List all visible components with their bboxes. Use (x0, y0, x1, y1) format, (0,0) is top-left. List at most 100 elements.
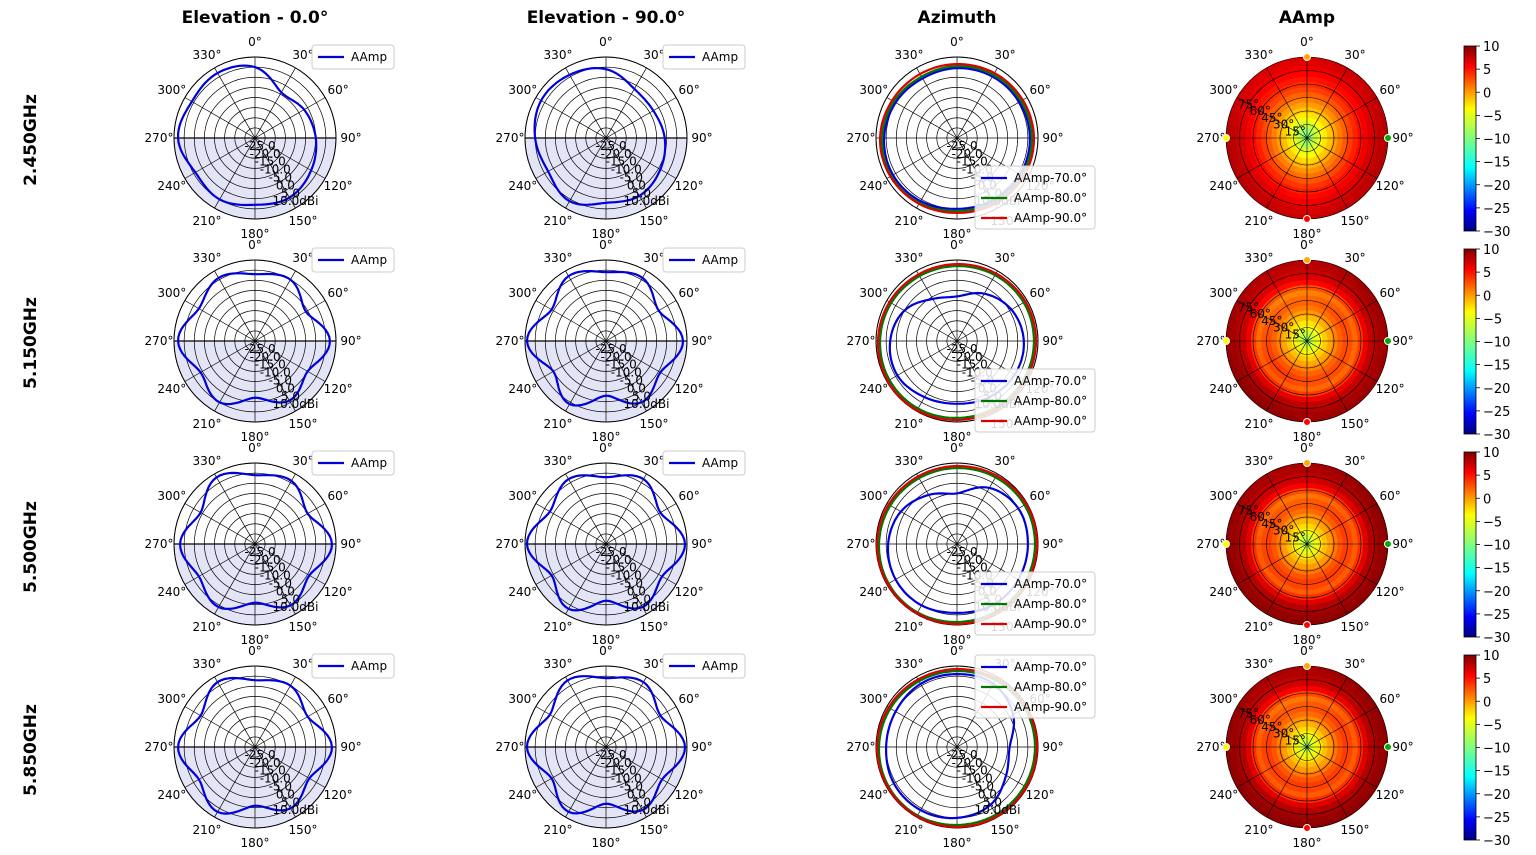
heatmap-cell (1300, 370, 1308, 377)
radial-tick-label: -5.0 (620, 170, 643, 184)
heatmap-cell (1301, 365, 1308, 372)
aamp-heatmap: 90°60°30°0°330°300°270°240°210°180°150°1… (1197, 644, 1511, 850)
heatmap-cell (1341, 536, 1348, 545)
grid-spoke (254, 300, 326, 342)
radial-tick-label: -10.0 (260, 772, 291, 786)
radial-tick-label: 0.0 (978, 787, 997, 801)
grid-spoke (956, 97, 1028, 139)
row-label-2450: 2.450GHz (21, 94, 41, 186)
angle-tick-label: 60° (327, 692, 348, 706)
heatmap-cell (1266, 543, 1273, 552)
angle-tick-label: 270° (496, 131, 525, 145)
heatmap-grid-spoke (1306, 67, 1348, 139)
radial-tick-label: -25.0 (947, 342, 978, 356)
radial-tick-label: -25.0 (947, 545, 978, 559)
grid-spoke (956, 270, 998, 342)
angle-tick-label: 30° (643, 251, 664, 265)
grid-spoke (254, 137, 296, 209)
heatmap-angle-label: 240° (1209, 788, 1238, 802)
angle-tick-label: 240° (157, 179, 186, 193)
outer-ring (524, 259, 688, 423)
colorbar-tick-label: −25 (1483, 202, 1510, 217)
radial-tick-label: 0.0 (276, 584, 295, 598)
radial-tick-label: -5.0 (620, 779, 643, 793)
colorbar-tick-label: −5 (1483, 718, 1502, 733)
heatmap-grid-spoke (1266, 137, 1308, 209)
colorbar-tick-label: −10 (1483, 336, 1510, 351)
heatmap-angle-label: 30° (1344, 48, 1365, 62)
column-title-azimuth: Azimuth (918, 8, 997, 28)
grid-spoke (916, 746, 958, 818)
angle-tick-label: 0° (599, 238, 613, 252)
grid-spoke (254, 543, 296, 615)
heatmap-cell (1302, 360, 1308, 367)
angle-tick-label: 90° (340, 131, 361, 145)
angle-tick-label: 180° (241, 430, 270, 444)
angle-tick-label: 120° (675, 179, 704, 193)
heatmap-angle-label: 330° (1245, 251, 1274, 265)
heatmap-angle-label: 240° (1209, 585, 1238, 599)
angle-tick-label: 210° (193, 417, 222, 431)
heatmap-cell (1299, 172, 1308, 179)
legend-box (974, 368, 1096, 433)
colorbar-tick-label: −25 (1483, 608, 1510, 623)
radial-tick-label: -5.0 (269, 373, 292, 387)
heatmap-angle-label: 330° (1245, 454, 1274, 468)
angle-tick-label: 150° (289, 417, 318, 431)
angle-tick-label: 270° (496, 334, 525, 348)
angle-tick-label: 90° (691, 537, 712, 551)
angle-tick-label: 90° (340, 334, 361, 348)
heatmap-angle-label: 150° (1341, 823, 1370, 837)
heatmap-cell (1331, 543, 1338, 550)
heatmap-grid-spoke (1306, 137, 1378, 179)
grid-spoke (214, 67, 256, 139)
angle-tick-label: 90° (691, 131, 712, 145)
heatmap-cell (1266, 536, 1273, 545)
angle-tick-label: 120° (324, 788, 353, 802)
angle-tick-label: 270° (847, 537, 876, 551)
heatmap-angle-label: 30° (1344, 454, 1365, 468)
heatmap-cell (1300, 776, 1308, 783)
radial-tick-label: -25.0 (245, 545, 276, 559)
angle-tick-label: 240° (508, 788, 537, 802)
colorbar-tick-label: −15 (1483, 359, 1510, 374)
heatmap-cell (1341, 746, 1348, 755)
pattern-curve (525, 270, 685, 407)
grid-spoke (214, 340, 256, 412)
grid-spoke (254, 706, 326, 748)
grid-spoke (535, 706, 607, 748)
legend-label: AAmp-70.0° (1014, 171, 1087, 185)
heatmap-radial-label: 75° (1238, 706, 1259, 720)
radial-tick-label: -25.0 (947, 748, 978, 762)
angle-tick-label: 120° (675, 382, 704, 396)
radial-tick-label: -15.0 (255, 155, 286, 169)
heatmap-angle-label: 270° (1197, 131, 1226, 145)
axis-marker (1222, 337, 1230, 345)
grid-spoke (605, 746, 647, 818)
radial-tick-label: -10.0 (260, 366, 291, 380)
colorbar-tick-label: 5 (1483, 469, 1491, 484)
heatmap-angle-label: 0° (1300, 35, 1314, 49)
angle-tick-label: 0° (950, 35, 964, 49)
angle-tick-label: 150° (640, 417, 669, 431)
heatmap-angle-label: 90° (1392, 131, 1413, 145)
axis-marker (1222, 743, 1230, 751)
elevation-plot: 0° 330° 300° 270° 240° 210° 180° 150° 120° 90° 60°… (496, 441, 746, 647)
grid-spoke (214, 137, 256, 209)
radial-tick-label: -10.0 (260, 163, 291, 177)
heatmap-cell (1326, 543, 1333, 549)
radial-tick-label: -15.0 (606, 155, 637, 169)
heatmap-cell (1299, 300, 1308, 307)
colorbar-tick-label: −30 (1483, 225, 1510, 240)
heatmap-angle-label: 0° (1300, 644, 1314, 658)
grid-spoke (254, 543, 326, 585)
axis-marker (1384, 540, 1392, 548)
heatmap-cell (1266, 340, 1273, 349)
angle-tick-label: 180° (241, 633, 270, 647)
angle-tick-label: 330° (193, 251, 222, 265)
outer-ring (875, 56, 1039, 220)
elevation-plot: 0° 330° 300° 270° 240° 210° 180° 150° 120° 90° 60°… (496, 644, 746, 850)
heatmap-radial-label: 60° (1250, 510, 1271, 524)
grid-spoke (254, 746, 296, 818)
heatmap-cell (1306, 706, 1315, 713)
